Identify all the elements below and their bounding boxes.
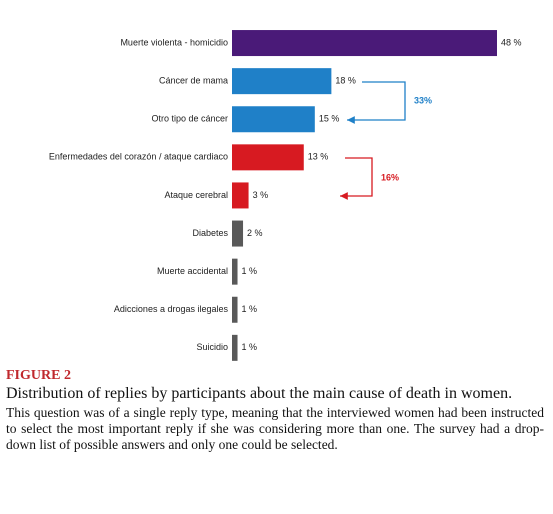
bar [232, 334, 238, 361]
value-label: 3 % [253, 190, 269, 200]
category-label: Suicidio [196, 342, 228, 352]
figure-label: FIGURE 2 [6, 368, 71, 383]
bar [232, 220, 244, 247]
bracket [340, 157, 373, 200]
bar [232, 144, 304, 171]
value-label: 13 % [308, 152, 329, 162]
bar [232, 182, 249, 209]
chart: 33% 16% Muerte violenta - homicidio 48 % C… [49, 30, 522, 361]
category-label: Cáncer de mama [159, 76, 228, 86]
annotation: 33% [414, 95, 432, 105]
category-label: Muerte accidental [157, 266, 228, 276]
bar [232, 30, 497, 57]
value-label: 1 % [242, 304, 258, 314]
category-label: Diabetes [192, 228, 228, 238]
category-label: Enfermedades del corazón / ataque cardia… [49, 152, 228, 162]
figure-text: This question was of a single reply type… [6, 405, 544, 452]
value-label: 2 % [247, 228, 263, 238]
value-label: 18 % [335, 76, 356, 86]
category-label: Muerte violenta - homicidio [120, 37, 228, 47]
caption: FIGURE 2 Distribution of replies by part… [6, 368, 544, 453]
bar [232, 68, 332, 95]
category-label: Adicciones a drogas ilegales [114, 304, 229, 314]
bar [232, 296, 238, 323]
bar [232, 258, 238, 285]
bar [232, 106, 315, 133]
figure-title: Distribution of replies by participants … [6, 385, 513, 402]
value-label: 15 % [319, 114, 340, 124]
value-label: 1 % [242, 266, 258, 276]
value-label: 1 % [242, 342, 258, 352]
category-label: Ataque cerebral [164, 190, 228, 200]
category-label: Otro tipo de cáncer [151, 114, 228, 124]
value-label: 48 % [501, 37, 522, 47]
annotation: 16% [381, 172, 399, 182]
bracket [347, 81, 406, 124]
